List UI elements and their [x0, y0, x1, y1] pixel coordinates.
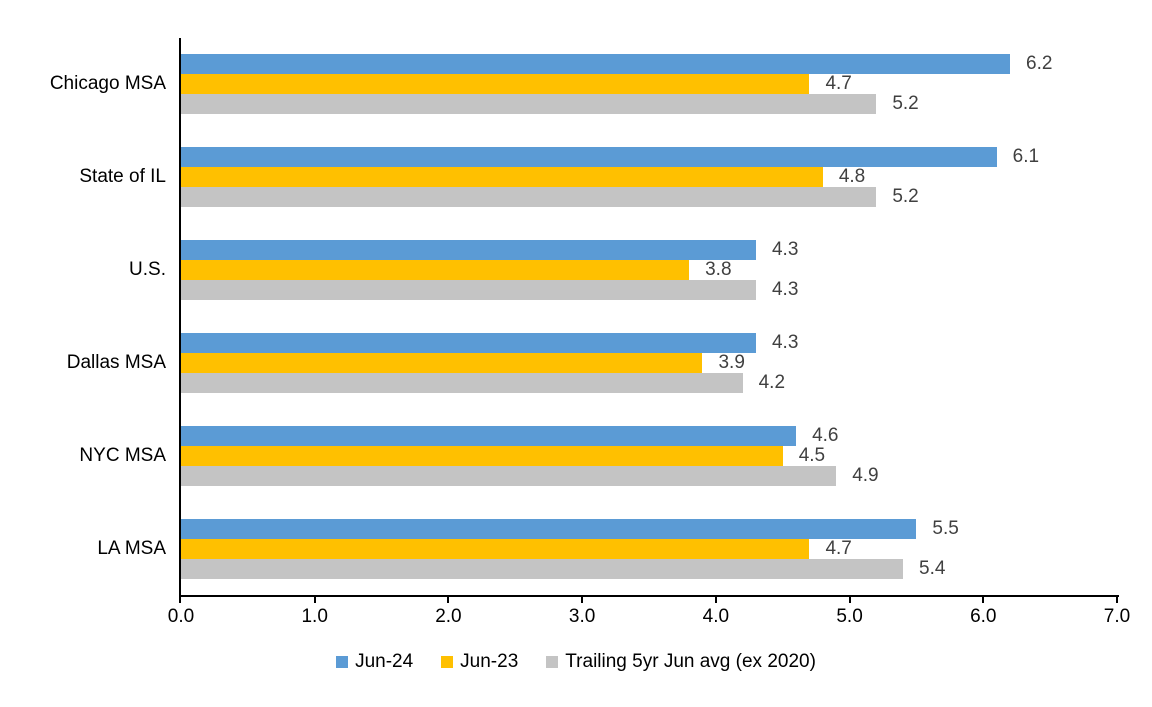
- x-axis-tick: [714, 595, 717, 603]
- y-axis-line: [179, 38, 181, 603]
- category-label-state-of-il: State of IL: [79, 166, 166, 188]
- x-axis-tick-label: 3.0: [568, 606, 596, 627]
- category-label-dallas-msa: Dallas MSA: [66, 351, 166, 373]
- value-label-jun-24-state-of-il: 6.1: [1012, 146, 1040, 168]
- value-label-jun-23-la-msa: 4.7: [825, 537, 852, 559]
- value-label-jun-24-u-s: 4.3: [771, 239, 799, 261]
- bar-trailing-5yr-jun-avg-ex-2020-chicago-msa: [181, 94, 877, 115]
- value-label-jun-24-nyc-msa: 4.6: [812, 424, 839, 446]
- category-label-la-msa: LA MSA: [97, 537, 166, 559]
- bar-jun-23-u-s: [181, 260, 690, 281]
- value-label-jun-23-nyc-msa: 4.5: [798, 444, 826, 466]
- legend-label-jun-24: Jun-24: [355, 651, 414, 672]
- category-label-chicago-msa: Chicago MSA: [49, 73, 166, 95]
- legend: Jun-24 Jun-23 Trailing 5yr Jun avg (ex 202…: [0, 651, 1152, 673]
- x-axis-tick: [1116, 595, 1118, 603]
- legend-item-jun-24: Jun-24: [336, 651, 413, 673]
- bar-jun-23-la-msa: [181, 538, 810, 559]
- bar-trailing-5yr-jun-avg-ex-2020-state-of-il: [181, 187, 877, 208]
- bar-jun-24-la-msa: [181, 518, 917, 539]
- bar-jun-24-nyc-msa: [181, 425, 797, 446]
- x-axis-tick-label: 0.0: [167, 606, 195, 627]
- value-label-jun-24-chicago-msa: 6.2: [1026, 53, 1053, 75]
- bar-trailing-5yr-jun-avg-ex-2020-u-s: [181, 280, 756, 301]
- value-label-jun-24-dallas-msa: 4.3: [771, 331, 799, 353]
- legend-label-trailing-5yr-jun-avg-ex-2020: Trailing 5yr Jun avg (ex 2020): [565, 651, 816, 672]
- x-axis-line: [179, 595, 1119, 597]
- category-label-u-s: U.S.: [129, 259, 166, 281]
- bar-jun-24-u-s: [181, 240, 756, 261]
- value-label-trailing-5yr-jun-avg-ex-2020-dallas-msa: 4.2: [758, 371, 786, 393]
- x-axis-tick-label: 4.0: [702, 606, 730, 627]
- bar-jun-23-nyc-msa: [181, 445, 783, 466]
- x-axis-tick-label: 5.0: [836, 606, 863, 627]
- bar-jun-23-chicago-msa: [181, 74, 810, 95]
- legend-item-jun-23: Jun-23: [441, 651, 518, 673]
- x-axis-tick: [848, 595, 851, 603]
- legend-swatch-jun-23: [441, 656, 454, 668]
- x-axis-tick-label: 7.0: [1103, 606, 1131, 627]
- value-label-trailing-5yr-jun-avg-ex-2020-chicago-msa: 5.2: [892, 93, 919, 115]
- value-label-jun-23-chicago-msa: 4.7: [825, 73, 852, 95]
- bar-trailing-5yr-jun-avg-ex-2020-nyc-msa: [181, 465, 837, 486]
- value-label-jun-23-dallas-msa: 3.9: [718, 351, 745, 373]
- category-label-nyc-msa: NYC MSA: [79, 444, 166, 466]
- x-axis-tick: [447, 595, 450, 603]
- value-label-jun-23-u-s: 3.8: [705, 259, 732, 281]
- x-axis-tick-label: 2.0: [435, 606, 462, 627]
- value-label-trailing-5yr-jun-avg-ex-2020-nyc-msa: 4.9: [852, 464, 879, 486]
- bar-jun-24-state-of-il: [181, 147, 997, 168]
- value-label-trailing-5yr-jun-avg-ex-2020-u-s: 4.3: [771, 279, 799, 301]
- bar-jun-24-chicago-msa: [181, 54, 1011, 75]
- x-axis-tick-label: 6.0: [970, 606, 997, 627]
- x-axis-tick: [581, 595, 584, 603]
- bar-trailing-5yr-jun-avg-ex-2020-dallas-msa: [181, 372, 743, 393]
- x-axis-tick: [982, 595, 985, 603]
- legend-label-jun-23: Jun-23: [460, 651, 519, 672]
- bar-trailing-5yr-jun-avg-ex-2020-la-msa: [181, 558, 904, 579]
- bar-jun-23-dallas-msa: [181, 352, 703, 373]
- value-label-jun-23-state-of-il: 4.8: [838, 166, 866, 188]
- x-axis-tick: [313, 595, 316, 603]
- x-axis-tick-label: 1.0: [301, 606, 328, 627]
- bar-jun-23-state-of-il: [181, 167, 823, 188]
- bar-jun-24-dallas-msa: [181, 332, 756, 353]
- legend-swatch-jun-24: [336, 656, 349, 668]
- legend-swatch-trailing-5yr-jun-avg-ex-2020: [546, 656, 559, 668]
- value-label-jun-24-la-msa: 5.5: [932, 517, 959, 539]
- value-label-trailing-5yr-jun-avg-ex-2020-state-of-il: 5.2: [892, 186, 919, 208]
- legend-item-trailing-5yr-jun-avg-ex-2020: Trailing 5yr Jun avg (ex 2020): [546, 651, 816, 673]
- value-label-trailing-5yr-jun-avg-ex-2020-la-msa: 5.4: [919, 557, 946, 579]
